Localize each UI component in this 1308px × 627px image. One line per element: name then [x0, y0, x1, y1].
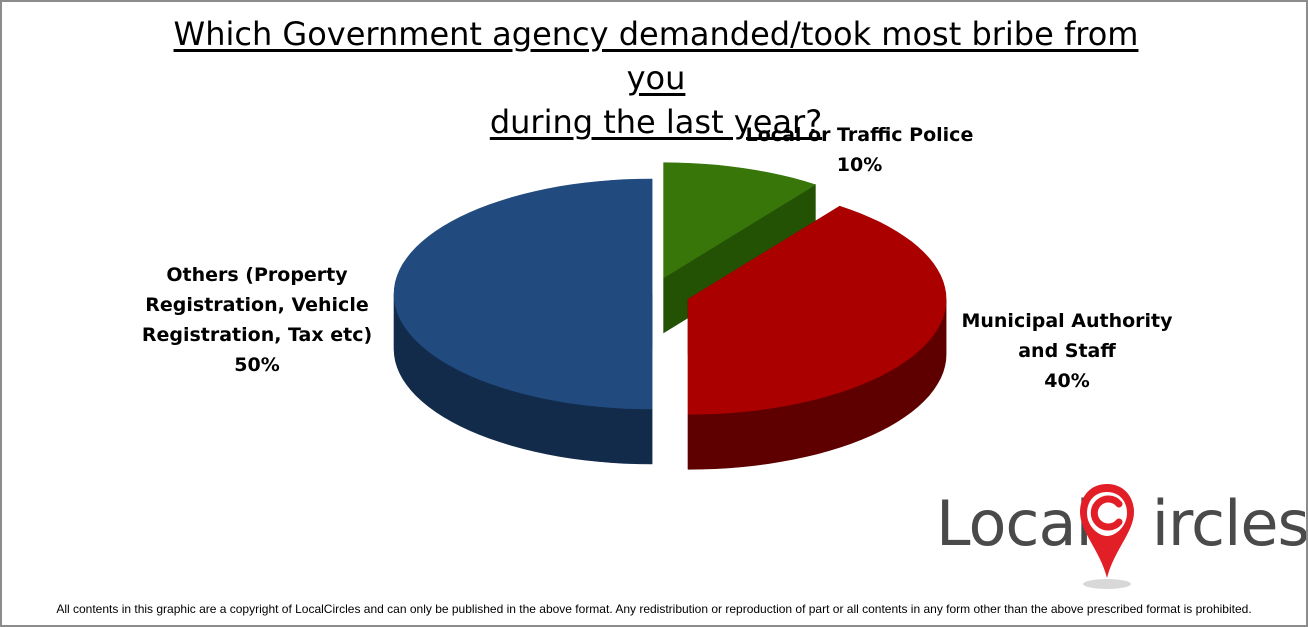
slice-name-others-line-1: Others (Property [166, 264, 348, 286]
pie-slice-municipal-authority [687, 205, 947, 415]
slice-value-municipal-authority: 40% [1044, 370, 1090, 392]
logo-wordmark: Local ircles [936, 487, 1308, 560]
pie-slice-local-traffic-police [663, 162, 817, 279]
slice-name-others-line-2: Registration, Vehicle [145, 294, 369, 316]
slice-label-local-traffic-police: Local or Traffic Police 10% [742, 120, 977, 180]
slice-name-local-traffic-police: Local or Traffic Police [745, 124, 974, 146]
localcircles-logo: Local ircles [936, 480, 1306, 592]
slice-name-others-line-3: Registration, Tax etc) [141, 324, 373, 346]
slice-name-municipal-line-2: and Staff [1018, 340, 1116, 362]
pie-slice-others [393, 178, 653, 410]
logo-text-ircles: ircles [1151, 487, 1308, 560]
chart-title: Which Government agency demanded/took mo… [142, 12, 1170, 144]
chart-title-line-2: during the last year? [489, 103, 823, 141]
slice-label-municipal-authority: Municipal Authority and Staff 40% [952, 306, 1182, 396]
slice-label-others: Others (Property Registration, Vehicle R… [134, 260, 380, 380]
slice-value-others: 50% [234, 354, 280, 376]
logo-text-local: Local [936, 487, 1093, 560]
chart-title-line-1: Which Government agency demanded/took mo… [173, 15, 1139, 97]
slice-value-local-traffic-police: 10% [836, 154, 883, 176]
map-pin-icon [1080, 484, 1134, 589]
copyright-footer: All contents in this graphic are a copyr… [56, 602, 1252, 616]
slice-name-municipal-line-1: Municipal Authority [961, 310, 1173, 332]
